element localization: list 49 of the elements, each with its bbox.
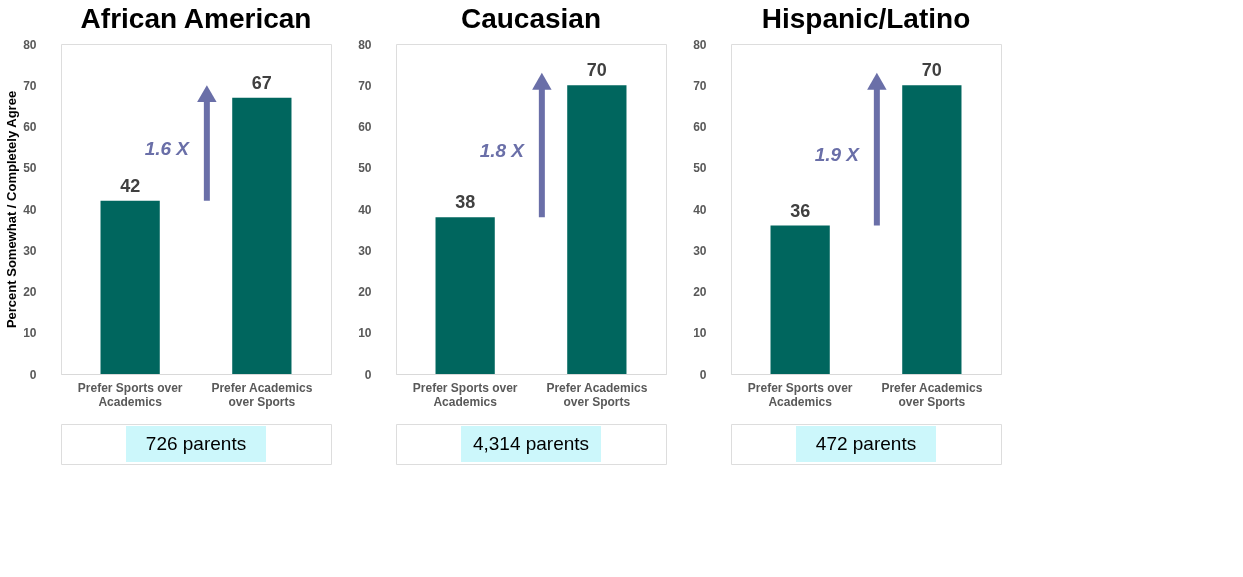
- data-label: 70: [586, 60, 607, 81]
- y-tick-label: 70: [23, 78, 37, 93]
- y-tick-label: 50: [23, 161, 37, 176]
- annotation: 1.6 X: [144, 138, 191, 160]
- y-tick-label: 60: [693, 120, 707, 134]
- data-label: 38: [455, 192, 476, 213]
- data-label: 67: [251, 72, 272, 93]
- chart-title: Caucasian: [460, 3, 602, 34]
- y-tick-label: 40: [23, 202, 37, 217]
- y-tick-label: 20: [358, 285, 372, 299]
- data-label: 36: [790, 200, 811, 221]
- y-tick-label: 70: [693, 78, 707, 93]
- y-tick-label: 0: [29, 367, 37, 382]
- x-tick-label: Prefer Sports over Academics: [77, 380, 183, 409]
- y-tick-label: 80: [693, 37, 707, 52]
- x-tick-label: Prefer Sports over Academics: [747, 380, 853, 409]
- text: 4,314 parents: [472, 433, 590, 454]
- x-tick-label: Prefer Academics over Sports: [881, 380, 983, 409]
- y-tick-label: 20: [23, 285, 37, 299]
- y-tick-label: 30: [693, 243, 707, 258]
- annotation: 1.8 X: [479, 140, 526, 162]
- y-tick-label: 80: [358, 37, 372, 52]
- y-tick-label: 10: [693, 326, 707, 341]
- x-tick-label: Prefer Sports over Academics: [412, 380, 518, 409]
- y-tick-label: 80: [23, 37, 37, 52]
- data-label: 70: [921, 60, 942, 81]
- y-tick-label: 10: [23, 326, 37, 341]
- y-tick-label: 50: [693, 161, 707, 176]
- y-tick-label: 40: [693, 202, 707, 217]
- y-tick-label: 60: [358, 120, 372, 134]
- text: 472 parents: [815, 433, 917, 454]
- y-axis-title: Percent Somewhat / Completely Agree: [4, 90, 20, 329]
- annotation: 1.9 X: [814, 144, 861, 166]
- text: 726 parents: [145, 433, 247, 454]
- y-tick-label: 0: [699, 367, 707, 382]
- y-tick-label: 60: [23, 120, 37, 134]
- chart-title: Hispanic/Latino: [761, 3, 971, 34]
- x-tick-label: Prefer Academics over Sports: [546, 380, 648, 409]
- y-tick-label: 30: [358, 243, 372, 258]
- y-tick-label: 10: [358, 326, 372, 341]
- y-tick-label: 0: [364, 367, 372, 382]
- y-tick-label: 30: [23, 243, 37, 258]
- y-tick-label: 50: [358, 161, 372, 176]
- y-tick-label: 70: [358, 78, 372, 93]
- y-tick-label: 20: [693, 285, 707, 299]
- y-tick-label: 40: [358, 202, 372, 217]
- data-label: 42: [120, 175, 141, 196]
- chart-title: African American: [80, 3, 312, 34]
- x-tick-label: Prefer Academics over Sports: [211, 380, 313, 409]
